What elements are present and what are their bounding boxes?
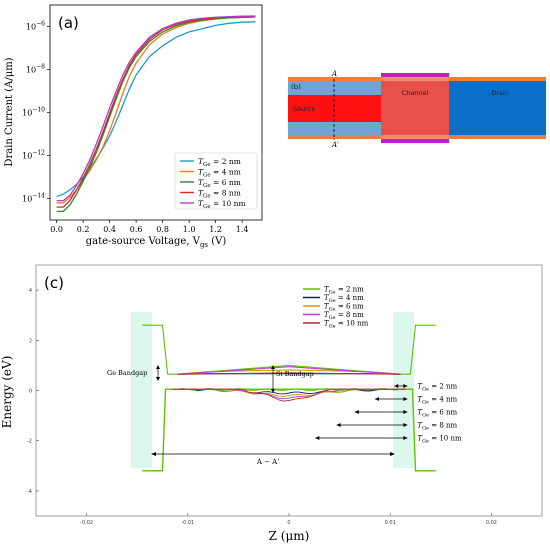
panel-c-x-axis-label: Z (μm) bbox=[269, 529, 310, 543]
thickness-arrows: TGe = 2 nm TGe = 4 nm TGe = 6 nm TGe = 8 nm… bbox=[315, 383, 462, 445]
legend-label: TGe = 8 nm bbox=[198, 189, 241, 200]
legend-box bbox=[174, 152, 258, 210]
panel-c-x-ticks: -0.02 -0.01 0 0.01 0.02 bbox=[80, 513, 497, 526]
legend-label: TGe = 6 nm bbox=[198, 178, 241, 189]
arrow-head bbox=[375, 397, 380, 401]
y-tick-label: -2 bbox=[27, 439, 32, 445]
ge-bandgap-annotation: Ge Bandgap bbox=[107, 365, 160, 381]
y-tick-label: 10−10 bbox=[22, 107, 45, 118]
panel-c-plot-frame bbox=[35, 264, 543, 517]
source-region bbox=[288, 95, 381, 122]
legend-label: TGe = 2 nm bbox=[324, 286, 364, 296]
arrow-head bbox=[315, 436, 320, 440]
drain-label: Drain bbox=[491, 89, 509, 97]
legend-label: TGe = 4 nm bbox=[324, 294, 364, 304]
band-edge-glow bbox=[131, 312, 414, 468]
thickness-label: TGe = 10 nm bbox=[417, 435, 462, 445]
y-tick-label: 10−12 bbox=[22, 150, 45, 161]
arrow-head bbox=[403, 397, 408, 401]
x-tick-label: 0.02 bbox=[486, 520, 497, 526]
x-tick-label: 0 bbox=[287, 520, 290, 526]
arrow-head bbox=[403, 436, 408, 440]
x-tick-label: 1.0 bbox=[183, 225, 196, 234]
y-tick-label: 0 bbox=[29, 389, 32, 395]
panel-a: (a) 0.0 0.2 0.4 0.6 0.8 1.0 1.2 1.4 10−610−810−… bbox=[4, 4, 263, 249]
channel-label: Channel bbox=[402, 89, 429, 97]
panel-a-y-ticks: 10−6 10−8 10−10 10−12 10−14 bbox=[22, 21, 50, 204]
thickness-label: TGe = 2 nm bbox=[417, 383, 457, 393]
y-tick-label: 10−8 bbox=[26, 64, 45, 75]
y-tick-label: 2 bbox=[29, 338, 32, 344]
ge-bandgap-label: Ge Bandgap bbox=[107, 369, 147, 377]
arrow-head bbox=[403, 410, 408, 414]
source-label: Source bbox=[293, 105, 315, 113]
conduction-band-tge-8nm bbox=[177, 366, 401, 375]
source-si-shell-top bbox=[288, 81, 381, 95]
x-tick-label: 1.4 bbox=[236, 225, 249, 234]
drain-region bbox=[449, 81, 546, 135]
panel-c-y-axis-label: Energy (eV) bbox=[0, 356, 14, 429]
x-tick-label: 0.2 bbox=[77, 225, 90, 234]
y-tick-label: 10−14 bbox=[22, 193, 45, 204]
y-tick-label: 4 bbox=[29, 288, 32, 294]
legend-label: TGe = 2 nm bbox=[198, 157, 241, 168]
conduction-band-tge-10nm bbox=[177, 372, 401, 375]
channel-region bbox=[381, 81, 449, 135]
a-a-span-annotation: A − A' bbox=[151, 452, 395, 466]
arrow-head bbox=[403, 384, 408, 388]
panel-b-label: (b) bbox=[291, 83, 301, 91]
band-diagram-series bbox=[142, 324, 436, 472]
x-tick-label: 0.4 bbox=[103, 225, 116, 234]
top-gate bbox=[381, 73, 449, 77]
series-line-tge-10nm bbox=[56, 15, 256, 202]
cut-label-a-top: A bbox=[331, 70, 337, 78]
cut-label-a-bottom: A' bbox=[331, 141, 339, 149]
x-tick-label: 1.2 bbox=[209, 225, 222, 234]
y-tick-label: -4 bbox=[27, 489, 32, 495]
legend-label: TGe = 10 nm bbox=[198, 199, 246, 210]
panel-c: (c) -0.02 -0.01 0 0.01 0.02 4 2 0 -2 -4 Energy (… bbox=[0, 264, 543, 543]
thickness-label: TGe = 6 nm bbox=[417, 409, 457, 419]
bottom-gate bbox=[381, 139, 449, 143]
panel-a-x-ticks: 0.0 0.2 0.4 0.6 0.8 1.0 1.2 1.4 bbox=[50, 220, 248, 234]
legend-label: TGe = 10 nm bbox=[324, 320, 369, 330]
thickness-label: TGe = 8 nm bbox=[417, 422, 457, 432]
y-tick-label: 10−6 bbox=[26, 21, 45, 32]
si-bandgap-annotation: Si Bandgap bbox=[271, 365, 314, 393]
source-si-shell-bottom bbox=[288, 122, 381, 135]
arrow-head bbox=[336, 423, 341, 427]
x-tick-label: 0.0 bbox=[50, 225, 63, 234]
arrow-head bbox=[403, 423, 408, 427]
series-line-tge-8nm bbox=[56, 15, 256, 208]
x-tick-label: -0.02 bbox=[80, 520, 93, 526]
conduction-band-tge-2nm bbox=[142, 324, 436, 375]
legend-label: TGe = 8 nm bbox=[324, 311, 364, 321]
x-tick-label: 0.8 bbox=[156, 225, 169, 234]
series-line-tge-6nm bbox=[56, 16, 256, 213]
arrow-head bbox=[354, 410, 359, 414]
legend-label: TGe = 4 nm bbox=[198, 168, 241, 179]
legend-label: TGe = 6 nm bbox=[324, 303, 364, 313]
panel-b-device-schematic: A A' (b) Source Channel Drain bbox=[288, 70, 546, 149]
x-tick-label: 0.01 bbox=[385, 520, 396, 526]
thickness-label: TGe = 4 nm bbox=[417, 396, 457, 406]
x-tick-label: -0.01 bbox=[181, 520, 194, 526]
x-tick-label: 0.6 bbox=[130, 225, 143, 234]
a-a-label: A − A' bbox=[256, 458, 279, 466]
panel-a-x-axis-label: gate-source Voltage, Vgs (V) bbox=[86, 236, 227, 249]
panel-c-label: (c) bbox=[44, 274, 64, 292]
valence-band-tge-2nm bbox=[172, 387, 406, 392]
panel-a-label: (a) bbox=[58, 14, 79, 32]
si-bandgap-label: Si Bandgap bbox=[276, 370, 314, 378]
panel-c-y-ticks: 4 2 0 -2 -4 bbox=[27, 288, 39, 495]
valence-band-tge-10nm bbox=[172, 388, 406, 402]
panel-a-series bbox=[56, 15, 256, 213]
panel-a-y-axis-label: Drain Current (A/μm) bbox=[4, 57, 15, 166]
valence-band-outer bbox=[142, 388, 436, 472]
arrow-head bbox=[394, 384, 399, 388]
